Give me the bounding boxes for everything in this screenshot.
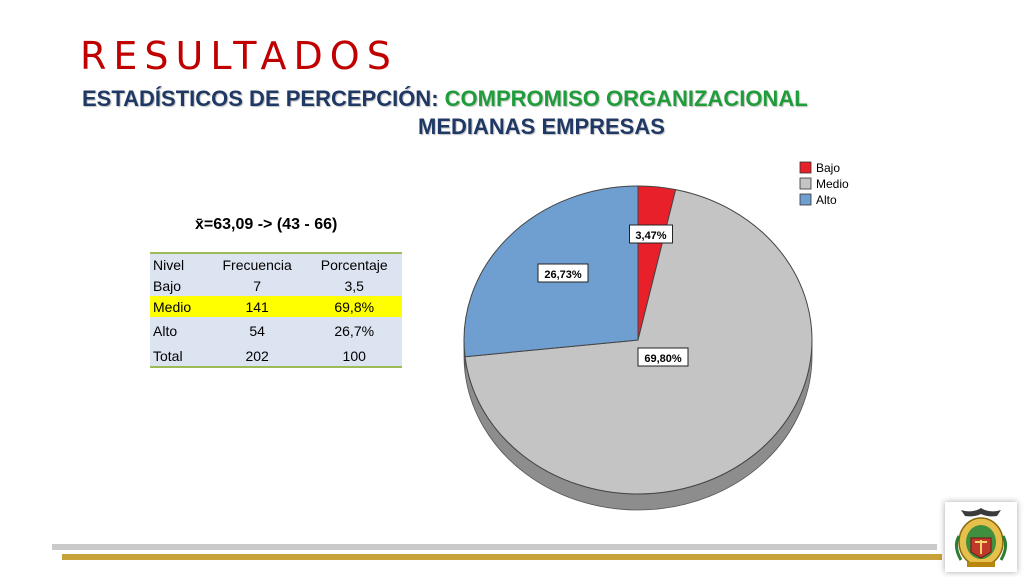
legend-swatch-bajo	[799, 161, 812, 174]
footer-divider-gold	[62, 554, 942, 560]
cell-porcentaje: 26,7%	[334, 323, 375, 339]
cell-porcentaje: 69,8%	[306, 296, 402, 317]
table-row: Bajo 7 3,5	[150, 275, 402, 296]
table-row: Medio 141 69,8%	[150, 296, 402, 317]
cell-frecuencia: 54	[249, 323, 265, 339]
data-label-alto: 26,73%	[544, 269, 582, 281]
frequency-table: Nivel Frecuencia Porcentaje Bajo 7 3,5 M…	[150, 252, 402, 368]
cell-nivel: Alto	[153, 323, 178, 339]
legend-label-bajo: Bajo	[816, 161, 840, 175]
cell-nivel: Total	[153, 347, 183, 364]
data-label-box	[637, 347, 689, 367]
cell-frecuencia: 141	[207, 296, 307, 317]
institution-logo	[945, 502, 1017, 572]
mean-range-label: x̄=63,09 -> (43 - 66)	[195, 216, 338, 233]
cell-frecuencia: 7	[253, 277, 262, 294]
legend-label-alto: Alto	[816, 193, 837, 207]
cell-nivel: Bajo	[153, 277, 182, 294]
coat-of-arms-icon	[954, 508, 1008, 567]
table-row: Alto 54 26,7%	[150, 317, 402, 345]
header-nivel: Nivel	[153, 256, 185, 273]
data-label-bajo: 3,47%	[635, 230, 666, 242]
header-porcentaje: Porcentaje	[320, 256, 388, 273]
cell-porcentaje: 100	[342, 347, 366, 364]
data-label-box	[537, 263, 589, 283]
data-label-box	[629, 224, 673, 244]
subtitle-topic: COMPROMISO ORGANIZACIONAL	[444, 86, 808, 111]
header-frecuencia: Frecuencia	[222, 256, 292, 273]
legend-swatch-alto	[799, 193, 812, 206]
cell-frecuencia: 202	[245, 347, 269, 364]
footer-divider-gray	[52, 544, 937, 550]
subtitle-prefix: ESTADÍSTICOS DE PERCEPCIÓN:	[82, 86, 439, 111]
legend-label-medio: Medio	[816, 177, 849, 191]
table-row: Total 202 100	[150, 345, 402, 367]
subtitle: ESTADÍSTICOS DE PERCEPCIÓN: COMPROMISO O…	[82, 86, 808, 112]
slide-title: RESULTADOS	[80, 34, 398, 78]
pie-slice-medio	[464, 189, 813, 495]
cell-porcentaje: 3,5	[344, 277, 364, 294]
subtitle-segment: MEDIANAS EMPRESAS	[418, 114, 665, 139]
legend-swatch-medio	[799, 177, 812, 190]
cell-nivel: Medio	[150, 296, 208, 317]
data-label-medio: 69,80%	[644, 353, 682, 365]
table-header-row: Nivel Frecuencia Porcentaje	[150, 253, 402, 275]
